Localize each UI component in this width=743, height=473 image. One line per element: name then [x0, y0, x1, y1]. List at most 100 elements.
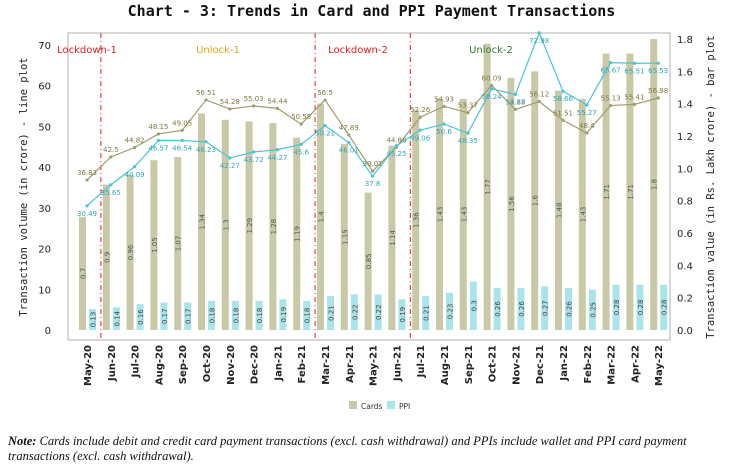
cards-line-point — [299, 122, 303, 126]
ppi-bar — [446, 292, 453, 330]
ppi-line-point — [109, 183, 113, 187]
cards-bar-label: 0.85 — [365, 253, 373, 269]
cards-line-point — [109, 155, 113, 159]
ppi-bar — [541, 286, 549, 330]
cards-line-point — [275, 106, 279, 110]
x-tick-label: Oct-21 — [488, 345, 499, 382]
cards-line-point — [442, 104, 446, 108]
cards-bar-label: 1.19 — [294, 226, 302, 242]
ppi-bar — [279, 299, 287, 330]
ppi-line-point — [561, 89, 565, 93]
cards-bar — [602, 53, 610, 331]
ppi-bar-label: 0.26 — [494, 301, 502, 317]
ppi-bar-label: 0.23 — [447, 304, 455, 320]
cards-bar — [650, 39, 658, 330]
ppi-bar — [469, 281, 477, 330]
cards-bar-label: 1.77 — [484, 179, 492, 195]
cards-bar-label: 1.71 — [603, 184, 611, 200]
ppi-line-point — [85, 204, 89, 208]
cards-bar-label: 1.29 — [246, 218, 254, 234]
ppi-bar-label: 0.19 — [280, 307, 288, 323]
cards-bar-label: 1.43 — [437, 207, 445, 223]
cards-bar-label: 1.43 — [579, 207, 587, 223]
ppi-line-point — [466, 131, 470, 135]
cards-bar — [459, 98, 467, 330]
ppi-line-point — [252, 150, 256, 154]
cards-line-label: 55.03 — [244, 95, 264, 103]
cards-line-point — [323, 98, 327, 102]
ppi-line-label: 45.6 — [293, 148, 309, 156]
phase-label: Lockdown-1 — [57, 45, 117, 56]
cards-bar — [150, 160, 158, 330]
cards-bar — [174, 157, 182, 330]
cards-line-label: 49.05 — [172, 119, 192, 127]
x-tick-label: Jan-21 — [273, 345, 284, 382]
x-tick-label: Jan-22 — [559, 345, 570, 382]
ppi-line-label: 65.51 — [624, 67, 644, 75]
ppi-bar — [89, 308, 96, 330]
ppi-line-point — [513, 92, 518, 96]
cards-bar — [340, 144, 348, 330]
cards-bar-label: 1.3 — [222, 219, 230, 230]
x-tick-label: Jun-21 — [392, 345, 403, 382]
cards-bar — [79, 216, 86, 330]
y-right-tick-label: 1.2 — [677, 132, 693, 143]
y-left-axis-title: Transaction volume (in crore) - line plo… — [18, 57, 30, 316]
ppi-line-label: 50.6 — [436, 128, 452, 136]
x-tick-label: Dec-20 — [250, 345, 261, 384]
ppi-line-point — [656, 61, 660, 65]
chart-canvas: 0 10 20 30 40 50 60 70 0.0 0.2 0.4 0.6 0.8 1.0 1.2 1.4 1… — [18, 31, 717, 411]
cards-line-label: 42.5 — [103, 146, 119, 154]
y-right-tick-label: 0.2 — [677, 294, 693, 305]
cards-line-label: 60.09 — [482, 74, 502, 82]
cards-bar — [245, 121, 253, 330]
cards-line-point — [537, 99, 541, 104]
cards-line-label: 54.18 — [505, 98, 525, 106]
y-right-axis-title: Transaction value (in Rs. Lakh crore) - … — [705, 35, 717, 338]
ppi-bar — [398, 299, 406, 330]
ppi-bar — [612, 284, 620, 330]
cards-bar — [626, 53, 634, 331]
x-tick-label: May-22 — [654, 345, 665, 386]
cards-bar-label: 1.05 — [151, 237, 159, 253]
ppi-line-point — [275, 148, 279, 152]
ppi-line-point — [323, 123, 327, 128]
chart-note: Note: Cards include debit and credit car… — [8, 434, 736, 464]
ppi-bar-label: 0.13 — [90, 312, 98, 328]
ppi-line-point — [347, 141, 351, 145]
ppi-line-label: 44.27 — [267, 154, 287, 162]
ppi-line-label: 65.67 — [601, 67, 621, 75]
cards-line-point — [466, 111, 470, 115]
y-left-tick-label: 60 — [38, 82, 51, 93]
ppi-bar-label: 0.3 — [470, 300, 478, 311]
ppi-line-point — [632, 61, 637, 65]
ppi-bar-label: 0.28 — [613, 300, 621, 316]
ppi-line-label: 59.24 — [482, 93, 503, 101]
y-left-tick-label: 50 — [38, 122, 51, 133]
ppi-bar — [303, 300, 311, 330]
x-tick-label: Nov-21 — [511, 345, 522, 385]
y-left-tick-label: 10 — [38, 285, 51, 296]
ppi-bar-label: 0.21 — [328, 305, 336, 321]
ppi-bar — [160, 302, 168, 330]
cards-bar — [269, 123, 277, 330]
ppi-bar — [422, 296, 430, 330]
legend-ppi-swatch — [387, 401, 395, 409]
cards-line-point — [490, 83, 494, 87]
cards-line-point — [418, 115, 422, 119]
ppi-bar-label: 0.17 — [161, 308, 169, 324]
ppi-bar — [184, 302, 192, 330]
ppi-line-label: 55.27 — [577, 109, 597, 117]
ppi-bar — [565, 287, 572, 330]
x-tick-label: Jul-21 — [416, 345, 427, 378]
cards-bar — [483, 43, 491, 330]
x-tick-label: Nov-20 — [226, 345, 237, 385]
cards-bar-label: 1.34 — [199, 213, 207, 229]
legend-cards-swatch — [349, 401, 357, 409]
ppi-line-label: 50.21 — [315, 130, 335, 138]
cards-bar — [578, 98, 586, 330]
cards-line-label: 56.51 — [196, 89, 216, 97]
ppi-bar-label: 0.22 — [351, 304, 359, 320]
cards-bar — [531, 71, 539, 330]
x-tick-label: Feb-21 — [297, 345, 308, 383]
